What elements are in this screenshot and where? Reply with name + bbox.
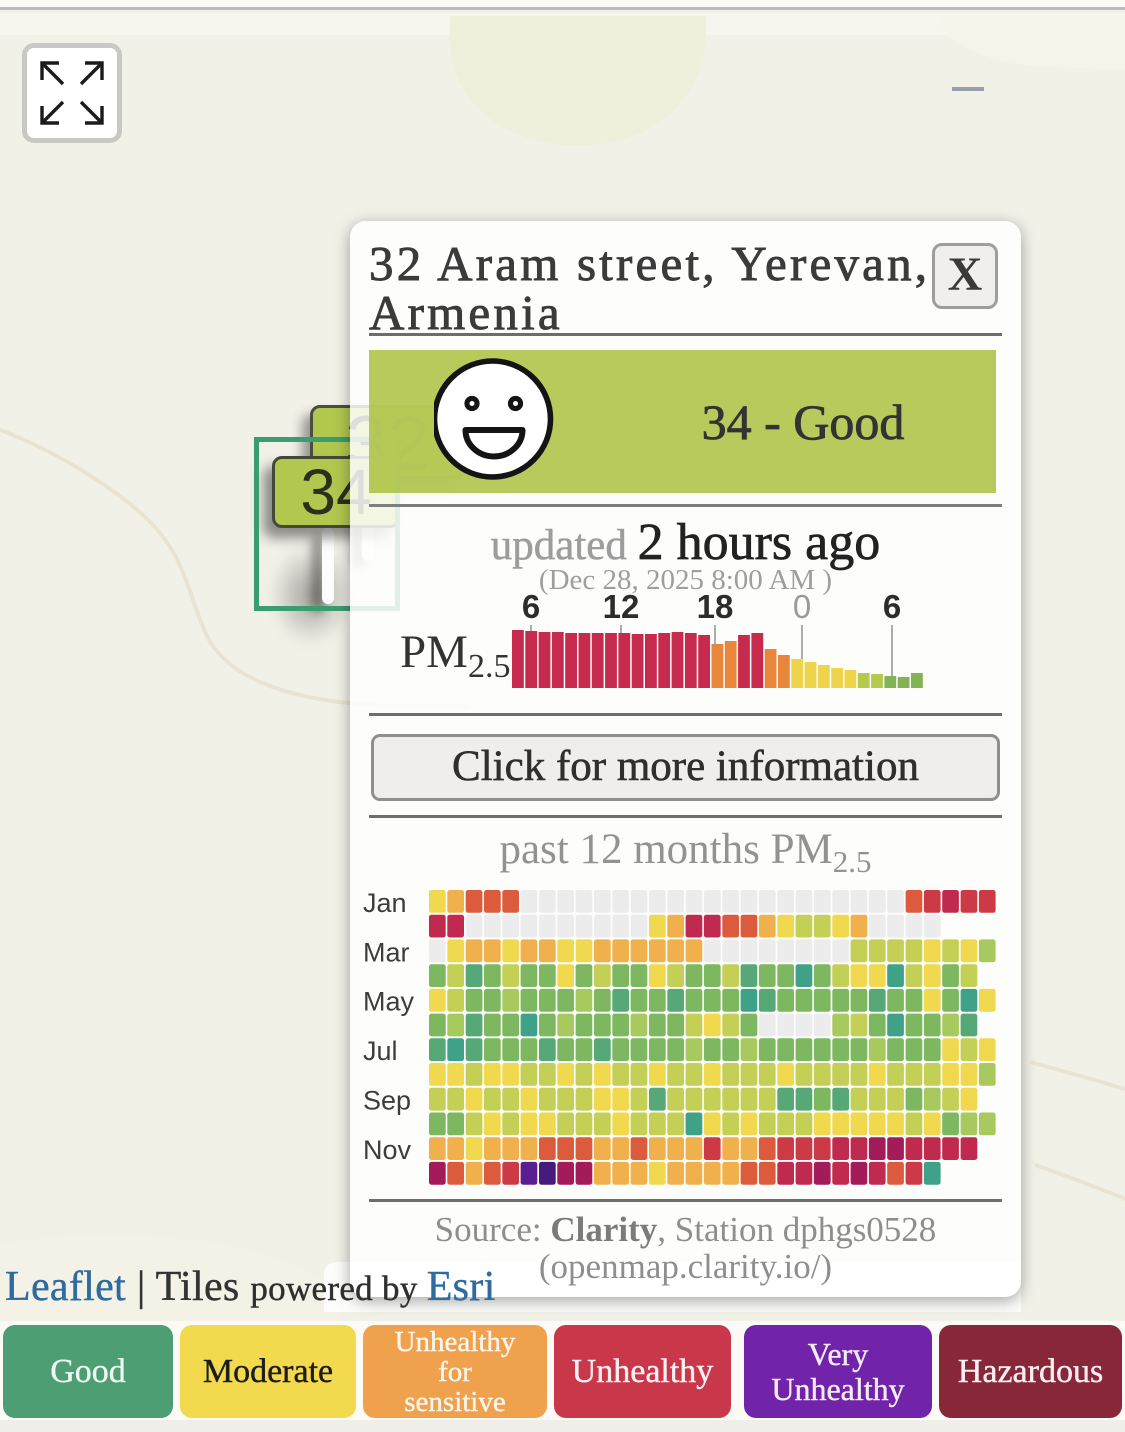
svg-text:18: 18 — [697, 591, 734, 625]
svg-text:6: 6 — [883, 591, 901, 625]
svg-text:May: May — [363, 987, 415, 1017]
svg-text:12: 12 — [603, 591, 640, 625]
svg-text:Jul: Jul — [363, 1036, 398, 1066]
svg-text:Jan: Jan — [363, 888, 407, 918]
svg-text:Nov: Nov — [363, 1135, 412, 1165]
svg-text:Sep: Sep — [363, 1086, 411, 1116]
svg-text:6: 6 — [522, 591, 540, 625]
svg-text:Mar: Mar — [363, 937, 410, 967]
svg-text:0: 0 — [793, 591, 811, 625]
